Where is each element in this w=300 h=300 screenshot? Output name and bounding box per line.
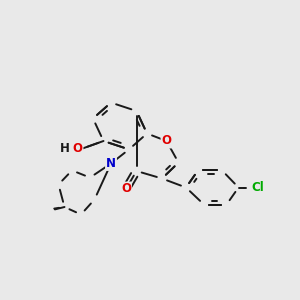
Text: H: H (60, 142, 70, 155)
Text: O: O (161, 134, 172, 148)
Text: O: O (73, 142, 82, 155)
Text: Cl: Cl (251, 181, 264, 194)
Text: O: O (121, 182, 131, 196)
Text: N: N (106, 157, 116, 170)
